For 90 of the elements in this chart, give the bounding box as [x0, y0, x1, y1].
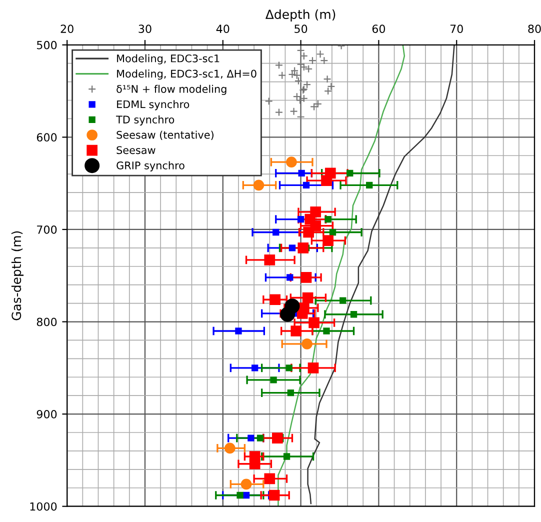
point	[316, 50, 324, 58]
point	[253, 180, 264, 191]
point	[308, 362, 319, 374]
point	[340, 297, 346, 304]
x-tick-label: 60	[372, 24, 386, 34]
point	[290, 66, 299, 75]
point	[256, 434, 264, 442]
point	[308, 317, 320, 328]
line-series	[307, 44, 455, 504]
line-series	[278, 44, 406, 506]
x-tick-label: 80	[528, 24, 541, 34]
x-tick-label: 30	[138, 24, 152, 34]
point	[264, 97, 273, 106]
point	[288, 244, 296, 252]
point	[290, 107, 298, 116]
point	[286, 156, 297, 168]
point	[321, 175, 332, 186]
point	[302, 338, 312, 350]
point	[314, 100, 322, 108]
point	[288, 70, 296, 78]
point	[303, 226, 314, 238]
x-tick-label: 40	[216, 24, 230, 34]
point	[286, 274, 294, 281]
point	[323, 75, 332, 84]
point	[296, 46, 305, 54]
point	[287, 389, 294, 396]
x-tick-label: 70	[450, 24, 463, 34]
point	[366, 182, 373, 189]
x-tick-label: 20	[60, 24, 74, 34]
legend-label: δ¹⁵N + flow modeling	[116, 84, 226, 95]
y-tick-label: 800	[36, 318, 57, 326]
point	[248, 434, 254, 442]
point	[300, 52, 308, 60]
point	[350, 311, 358, 318]
point	[320, 56, 328, 65]
point	[270, 376, 277, 384]
point	[274, 108, 284, 116]
point	[249, 458, 260, 470]
point	[270, 294, 281, 306]
point	[264, 254, 276, 266]
point	[268, 490, 280, 501]
point	[302, 292, 314, 304]
point	[274, 61, 284, 70]
point	[292, 92, 301, 101]
point	[240, 478, 252, 490]
point	[296, 60, 305, 68]
x-axis-title: Δdepth (m)	[265, 9, 336, 22]
point	[286, 364, 292, 372]
legend-label: EDML synchro	[117, 100, 190, 110]
point	[290, 326, 302, 336]
point	[280, 306, 296, 322]
point	[272, 228, 280, 236]
point	[294, 76, 302, 85]
point	[300, 272, 312, 283]
legend-label: Modeling, EDC3-sc1, ΔH=0	[117, 70, 256, 80]
point	[236, 492, 244, 499]
point	[310, 102, 318, 111]
point	[296, 96, 304, 104]
point	[264, 473, 276, 484]
y-tick-label: 700	[37, 225, 57, 234]
point	[302, 182, 310, 189]
point	[296, 112, 305, 121]
y-tick-label: 900	[36, 410, 57, 418]
point	[292, 71, 301, 80]
point	[272, 432, 283, 444]
legend-label: TD synchro	[116, 115, 174, 126]
x-tick-label: 50	[294, 24, 308, 34]
point	[235, 328, 242, 334]
point	[300, 94, 308, 102]
point	[324, 216, 332, 223]
y-tick-label: 1000	[30, 502, 57, 511]
point	[304, 64, 313, 73]
point	[252, 364, 258, 372]
point	[298, 242, 309, 254]
point	[242, 492, 250, 499]
point	[224, 442, 236, 454]
point	[298, 170, 305, 177]
point	[323, 328, 330, 334]
y-axis-title: Gas-depth (m)	[11, 231, 24, 320]
legend-label: Seesaw	[116, 146, 156, 154]
point	[278, 71, 286, 80]
y-tick-label: 500	[37, 40, 57, 50]
point	[283, 453, 290, 460]
legend-label: Modeling, EDC3-sc1	[117, 54, 220, 64]
point	[308, 56, 317, 65]
point	[322, 235, 334, 246]
point	[329, 228, 336, 236]
legend-label: Seesaw (tentative)	[116, 130, 214, 140]
legend-label: GRIP synchro	[116, 161, 184, 172]
y-tick-label: 600	[36, 133, 57, 142]
